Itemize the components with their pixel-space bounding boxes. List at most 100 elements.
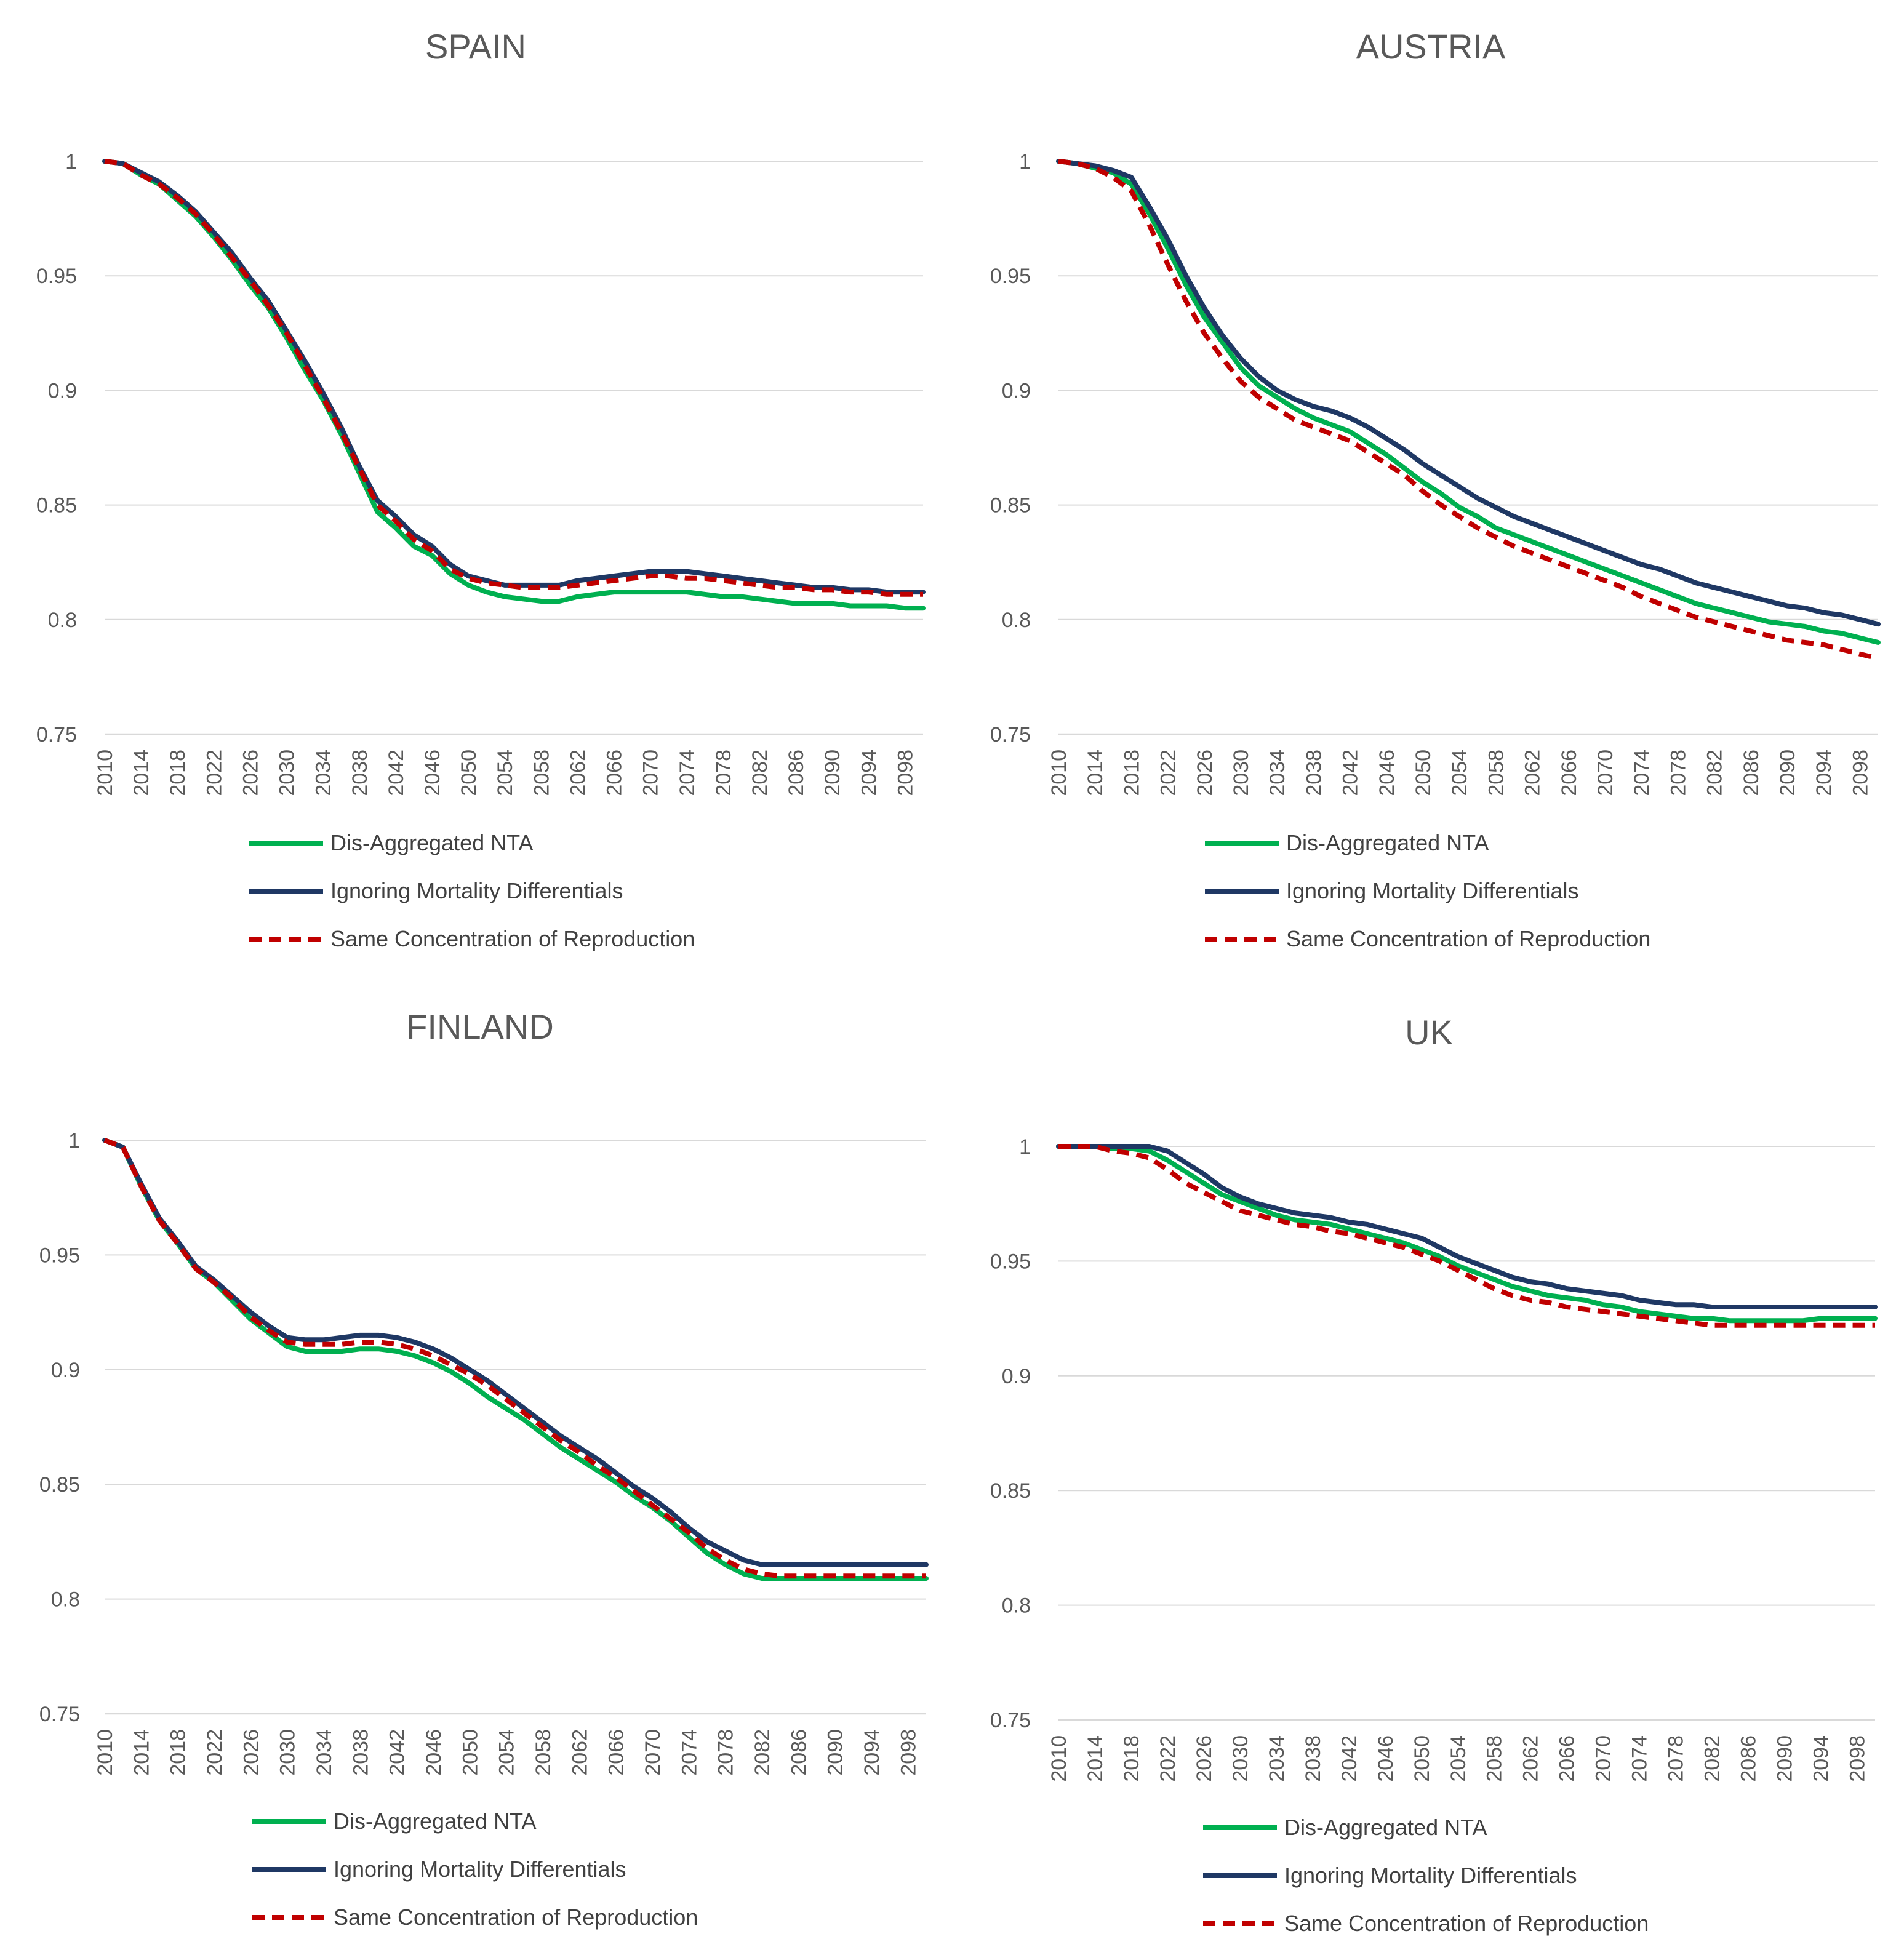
x-tick-label: 2062 — [568, 1729, 591, 1776]
x-tick-label: 2074 — [1630, 750, 1654, 796]
x-tick-label: 2054 — [495, 1729, 519, 1776]
legend-label: Dis-Aggregated NTA — [1286, 830, 1489, 855]
legend-label: Ignoring Mortality Differentials — [330, 878, 623, 903]
x-tick-label: 2086 — [1740, 750, 1763, 796]
y-tick-label: 0.8 — [1002, 609, 1031, 632]
y-tick-label: 0.75 — [990, 1709, 1031, 1732]
x-tick-label: 2042 — [1339, 750, 1362, 796]
x-tick-label: 2010 — [94, 1729, 117, 1776]
y-tick-label: 0.8 — [1002, 1594, 1031, 1618]
x-tick-label: 2050 — [458, 1729, 482, 1776]
legend-label: Ignoring Mortality Differentials — [1284, 1863, 1577, 1888]
chart-title: FINLAND — [406, 1007, 554, 1046]
x-tick-label: 2074 — [678, 1729, 701, 1776]
x-tick-label: 2058 — [1483, 1735, 1506, 1782]
x-tick-label: 2082 — [751, 1729, 774, 1776]
x-tick-label: 2038 — [1302, 1735, 1325, 1782]
x-tick-label: 2030 — [276, 750, 299, 796]
x-tick-label: 2094 — [1812, 750, 1836, 796]
x-tick-label: 2014 — [1084, 750, 1107, 796]
chart-panel-spain: SPAIN 0.75 0.8 0.85 0.9 0.95 1 2010 2014 2018 2022… — [36, 27, 926, 951]
x-tick-label: 2066 — [605, 1729, 628, 1776]
series-line-3 — [104, 159, 923, 597]
y-tick-label: 1 — [1019, 1135, 1031, 1159]
chart-title: AUSTRIA — [1356, 27, 1506, 66]
x-tick-label: 2098 — [897, 1729, 920, 1776]
legend-label: Dis-Aggregated NTA — [334, 1809, 536, 1834]
x-tick-label: 2070 — [1594, 750, 1617, 796]
y-tick-label: 0.95 — [990, 265, 1031, 288]
x-tick-label: 2054 — [494, 750, 517, 796]
legend: Dis-Aggregated NTA Ignoring Mortality Dif… — [249, 830, 695, 951]
series-line-1 — [102, 159, 926, 611]
legend-label: Dis-Aggregated NTA — [1284, 1815, 1487, 1840]
x-tick-label: 2018 — [166, 750, 190, 796]
y-tick-label: 0.8 — [48, 609, 77, 632]
x-tick-label: 2050 — [1410, 1735, 1434, 1782]
x-tick-label: 2038 — [1302, 750, 1326, 796]
x-tick-label: 2054 — [1448, 750, 1471, 796]
x-tick-label: 2026 — [239, 750, 262, 796]
x-tick-label: 2070 — [641, 1729, 665, 1776]
x-tick-label: 2086 — [1737, 1735, 1761, 1782]
x-tick-label: 2098 — [1846, 1735, 1870, 1782]
x-tick-label: 2090 — [1774, 1735, 1797, 1782]
x-tick-label: 2094 — [860, 1729, 884, 1776]
x-tick-label: 2050 — [1412, 750, 1435, 796]
y-tick-label: 0.85 — [990, 494, 1031, 518]
x-tick-label: 2038 — [348, 750, 372, 796]
x-tick-label: 2090 — [1776, 750, 1799, 796]
series-line-2 — [1056, 159, 1881, 627]
y-tick-label: 0.9 — [1002, 1365, 1031, 1388]
chart-title: UK — [1405, 1013, 1453, 1052]
y-tick-label: 0.85 — [39, 1473, 80, 1497]
y-tick-label: 0.95 — [39, 1244, 80, 1267]
legend: Dis-Aggregated NTA Ignoring Mortality Dif… — [1205, 830, 1650, 951]
chart-panel-finland: FINLAND 0.75 0.8 0.85 0.9 0.95 1 2010 2014 2018 20… — [39, 1007, 929, 1930]
legend: Dis-Aggregated NTA Ignoring Mortality Dif… — [1203, 1815, 1649, 1936]
series-line-3 — [1058, 1144, 1875, 1328]
x-tick-label: 2014 — [130, 750, 153, 796]
x-tick-label: 2022 — [202, 750, 226, 796]
x-tick-label: 2098 — [1849, 750, 1872, 796]
series-line-1 — [102, 1138, 929, 1581]
x-tick-label: 2026 — [1193, 1735, 1216, 1782]
x-tick-label: 2046 — [422, 1729, 446, 1776]
x-tick-label: 2058 — [1484, 750, 1508, 796]
x-tick-label: 2098 — [894, 750, 917, 796]
x-tick-label: 2078 — [712, 750, 735, 796]
x-tick-label: 2082 — [1701, 1735, 1724, 1782]
x-tick-label: 2034 — [312, 750, 335, 796]
x-tick-label: 2046 — [1375, 750, 1399, 796]
x-tick-label: 2094 — [1810, 1735, 1833, 1782]
y-tick-label: 0.9 — [51, 1359, 80, 1382]
legend-label: Same Concentration of Reproduction — [1284, 1911, 1649, 1936]
y-tick-label: 0.75 — [39, 1703, 80, 1726]
series-line-1 — [1056, 1144, 1878, 1324]
y-tick-label: 1 — [1019, 150, 1031, 174]
series-line-2 — [1056, 1144, 1878, 1309]
series-line-2 — [102, 159, 926, 595]
x-tick-label: 2014 — [130, 1729, 153, 1776]
x-tick-label: 2026 — [1193, 750, 1217, 796]
x-tick-label: 2038 — [349, 1729, 372, 1776]
x-tick-label: 2022 — [1157, 750, 1180, 796]
x-tick-label: 2022 — [203, 1729, 226, 1776]
x-tick-label: 2058 — [532, 1729, 555, 1776]
x-tick-label: 2074 — [1628, 1735, 1652, 1782]
x-tick-label: 2042 — [1338, 1735, 1361, 1782]
y-tick-label: 0.85 — [990, 1479, 1031, 1503]
x-tick-label: 2078 — [714, 1729, 738, 1776]
y-tick-label: 0.95 — [990, 1250, 1031, 1273]
x-tick-label: 2034 — [1265, 1735, 1289, 1782]
x-tick-label: 2010 — [94, 750, 117, 796]
x-tick-label: 2066 — [603, 750, 626, 796]
x-tick-label: 2086 — [787, 1729, 810, 1776]
chart-title: SPAIN — [425, 27, 526, 66]
x-tick-label: 2022 — [1156, 1735, 1180, 1782]
y-tick-label: 0.9 — [48, 379, 77, 402]
x-tick-label: 2074 — [676, 750, 699, 796]
legend: Dis-Aggregated NTA Ignoring Mortality Dif… — [252, 1809, 698, 1930]
y-tick-label: 0.75 — [990, 723, 1031, 746]
legend-label: Same Concentration of Reproduction — [330, 926, 695, 951]
